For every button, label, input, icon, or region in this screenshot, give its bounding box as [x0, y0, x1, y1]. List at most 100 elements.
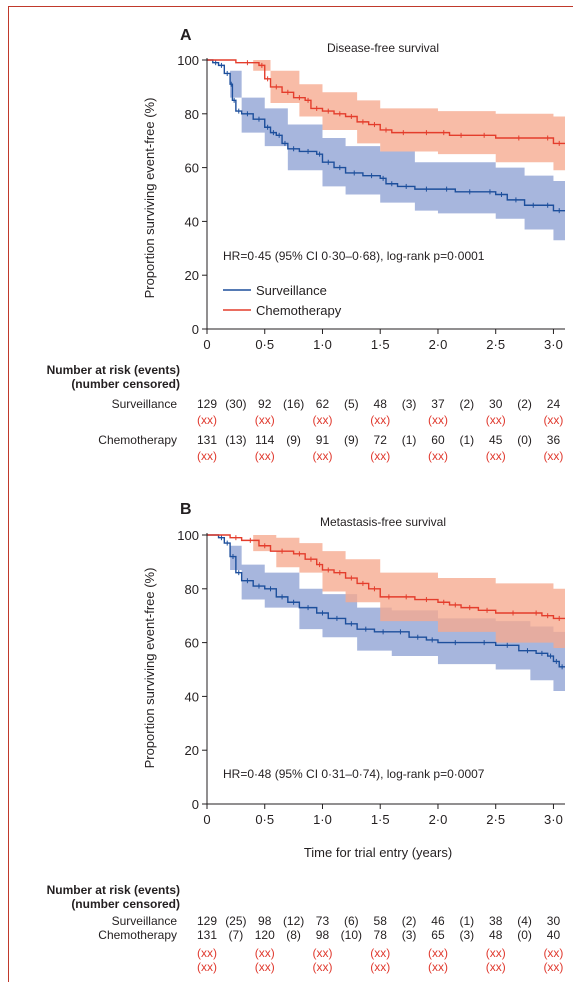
censored-value: (xx)	[197, 960, 217, 974]
censored-value: (xx)	[197, 946, 217, 960]
at-risk-value: 37	[431, 397, 445, 411]
events-value: (0)	[517, 928, 532, 942]
panel-a-letter: A	[180, 27, 192, 44]
x-tick-label: 3·0	[544, 812, 563, 827]
risk-b-header-line1: Number at risk (events)	[47, 883, 180, 897]
events-value: (13)	[225, 433, 246, 447]
panel-b-risk-table: Number at risk (events) (number censored…	[47, 883, 564, 974]
censored-value: (xx)	[486, 946, 506, 960]
events-value: (12)	[283, 914, 304, 928]
censored-value: (xx)	[312, 946, 332, 960]
ci-band-chemotherapy	[207, 60, 565, 173]
y-tick-label: 80	[185, 582, 199, 597]
panel-a-title: Disease-free survival	[327, 41, 439, 55]
panel-b-ylabel: Proportion surviving event-free (%)	[142, 568, 157, 769]
km-line-surveillance	[207, 59, 565, 212]
x-tick-label: 0	[203, 812, 210, 827]
panel-b-plot: 0 20 40 60 80 100 0 0·5 1·0 1·5 2·0 2·5 3·0	[177, 528, 565, 827]
at-risk-value: 91	[316, 433, 330, 447]
ci-band-chemotherapy	[207, 535, 565, 651]
y-tick-label: 100	[177, 53, 199, 68]
events-value: (2)	[460, 397, 475, 411]
risk-header-line1: Number at risk (events)	[47, 363, 180, 377]
panel-a-plot: 0 20 40 60 80 100 0 0·5 1·0 1·5 2·0 2·5 3·0	[177, 53, 565, 352]
events-value: (1)	[402, 433, 417, 447]
panel-a-risk-table: Number at risk (events) (number censored…	[47, 363, 564, 463]
events-value: (25)	[225, 914, 246, 928]
censored-value: (xx)	[486, 413, 506, 427]
censored-value: (xx)	[255, 960, 275, 974]
panel-a-ylabel: Proportion surviving event-free (%)	[142, 98, 157, 299]
events-value: (9)	[286, 433, 301, 447]
at-risk-value: 24	[547, 397, 561, 411]
events-value: (9)	[344, 433, 359, 447]
at-risk-value: 131	[197, 433, 217, 447]
at-risk-value: 114	[255, 433, 274, 447]
risk-row-surveillance-label: Surveillance	[112, 397, 178, 411]
x-tick-label: 1·0	[313, 337, 332, 352]
y-tick-label: 40	[185, 689, 199, 704]
x-tick-label: 0·5	[255, 337, 274, 352]
events-value: (1)	[460, 433, 475, 447]
at-risk-value: 78	[374, 928, 388, 942]
at-risk-value: 38	[489, 914, 503, 928]
panel-b: B Metastasis-free survival Proportion su…	[47, 501, 565, 974]
events-value: (0)	[517, 433, 532, 447]
at-risk-value: 62	[316, 397, 330, 411]
panel-a: A Disease-free survival Proportion survi…	[47, 27, 565, 463]
events-value: (2)	[517, 397, 532, 411]
risk-header-line2: (number censored)	[71, 377, 180, 391]
at-risk-value: 36	[547, 433, 561, 447]
at-risk-value: 48	[374, 397, 388, 411]
at-risk-value: 92	[258, 397, 272, 411]
censored-value: (xx)	[428, 449, 448, 463]
x-tick-label: 0	[203, 337, 210, 352]
at-risk-value: 30	[547, 914, 561, 928]
events-value: (30)	[225, 397, 246, 411]
y-tick-label: 60	[185, 161, 199, 176]
at-risk-value: 40	[547, 928, 561, 942]
ci-band-surveillance	[207, 60, 565, 243]
panel-a-risk-values: 129 92 62 48 37 30 24 (30) (16) (5) (3) (2) (2) (xx) (…	[197, 397, 563, 463]
panel-b-annotation: HR=0·48 (95% CI 0·31–0·74), log-rank p=0…	[223, 767, 485, 781]
y-tick-label: 40	[185, 214, 199, 229]
panel-a-annotation: HR=0·45 (95% CI 0·30–0·68), log-rank p=0…	[223, 249, 485, 263]
events-value: (10)	[341, 928, 362, 942]
risk-row-chemotherapy-label: Chemotherapy	[98, 433, 177, 447]
x-tick-label: 0·5	[255, 812, 274, 827]
censored-value: (xx)	[428, 413, 448, 427]
censored-value: (xx)	[312, 449, 332, 463]
at-risk-value: 48	[489, 928, 503, 942]
censored-value: (xx)	[428, 946, 448, 960]
events-value: (4)	[517, 914, 532, 928]
events-value: (8)	[286, 928, 301, 942]
at-risk-value: 131	[197, 928, 217, 942]
events-value: (5)	[344, 397, 359, 411]
risk-b-row-surveillance-label: Surveillance	[112, 914, 178, 928]
censored-value: (xx)	[312, 960, 332, 974]
y-tick-label: 0	[192, 797, 199, 812]
at-risk-value: 129	[197, 914, 217, 928]
censored-value: (xx)	[543, 946, 563, 960]
events-value: (1)	[460, 914, 475, 928]
x-tick-label: 2·5	[486, 337, 505, 352]
panel-b-letter: B	[180, 501, 192, 518]
panel-b-xlabel: Time for trial entry (years)	[304, 845, 452, 860]
y-tick-label: 60	[185, 636, 199, 651]
events-value: (3)	[460, 928, 475, 942]
events-value: (3)	[402, 397, 417, 411]
events-value: (2)	[402, 914, 417, 928]
panel-a-legend: Surveillance Chemotherapy	[223, 283, 342, 318]
panel-b-title: Metastasis-free survival	[320, 515, 446, 529]
censored-value: (xx)	[197, 413, 217, 427]
censored-value: (xx)	[543, 449, 563, 463]
at-risk-value: 98	[258, 914, 272, 928]
events-value: (3)	[402, 928, 417, 942]
censored-value: (xx)	[370, 946, 390, 960]
panel-b-risk-values: 129 98 73 58 46 38 30(25) (12) (6) (2) (1) (4)(xx)(…	[197, 914, 563, 974]
censored-value: (xx)	[312, 413, 332, 427]
x-tick-label: 1·0	[313, 812, 332, 827]
at-risk-value: 72	[374, 433, 388, 447]
events-value: (7)	[229, 928, 244, 942]
x-tick-label: 1·5	[371, 337, 390, 352]
